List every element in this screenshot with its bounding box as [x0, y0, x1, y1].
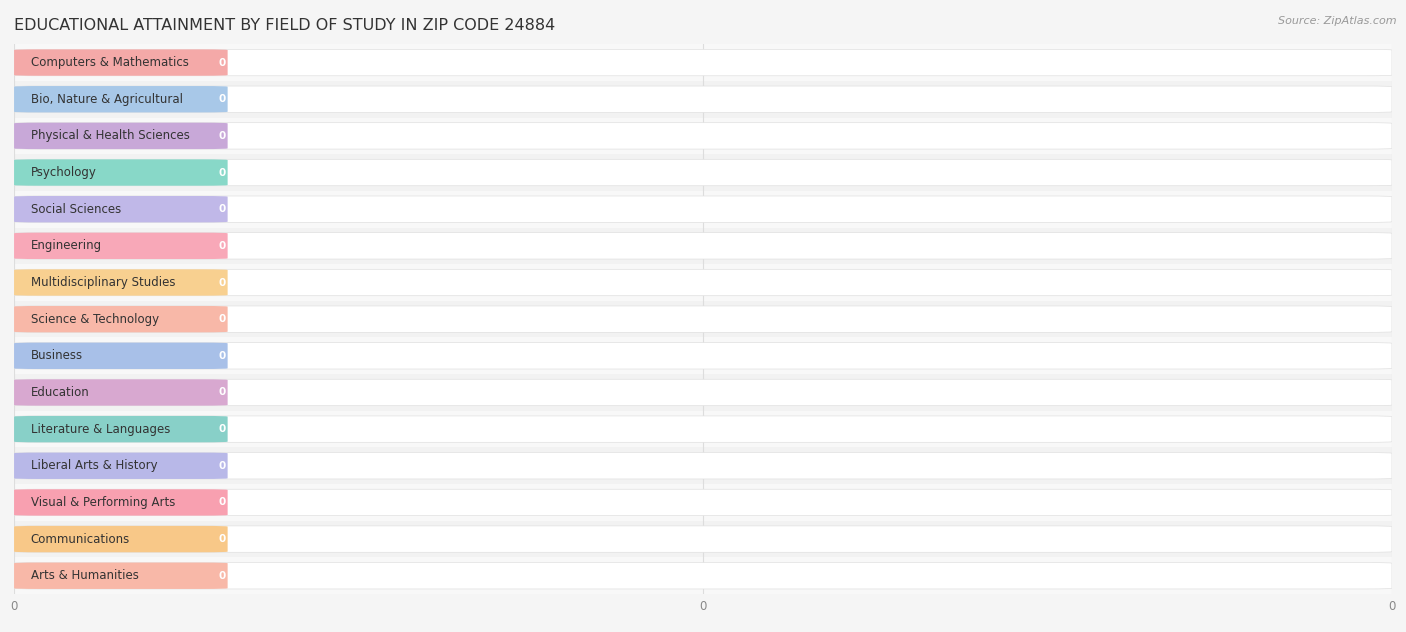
FancyBboxPatch shape [14, 416, 1392, 442]
Text: Arts & Humanities: Arts & Humanities [31, 569, 138, 582]
Text: 0: 0 [218, 277, 226, 288]
Text: 0: 0 [218, 461, 226, 471]
Text: 0: 0 [218, 497, 226, 507]
Text: 0: 0 [218, 314, 226, 324]
Bar [14, 81, 1392, 118]
FancyBboxPatch shape [14, 526, 1392, 552]
Bar [14, 484, 1392, 521]
FancyBboxPatch shape [14, 123, 1392, 149]
Text: 0: 0 [218, 94, 226, 104]
Text: EDUCATIONAL ATTAINMENT BY FIELD OF STUDY IN ZIP CODE 24884: EDUCATIONAL ATTAINMENT BY FIELD OF STUDY… [14, 18, 555, 33]
FancyBboxPatch shape [14, 379, 228, 406]
FancyBboxPatch shape [14, 343, 1392, 369]
Text: 0: 0 [218, 241, 226, 251]
Text: 0: 0 [218, 204, 226, 214]
FancyBboxPatch shape [14, 233, 1392, 259]
FancyBboxPatch shape [14, 159, 1392, 186]
FancyBboxPatch shape [14, 306, 1392, 332]
Bar [14, 337, 1392, 374]
Bar [14, 447, 1392, 484]
FancyBboxPatch shape [14, 86, 228, 112]
Text: 0: 0 [218, 351, 226, 361]
Text: 0: 0 [218, 167, 226, 178]
FancyBboxPatch shape [14, 306, 228, 332]
Text: 0: 0 [218, 571, 226, 581]
FancyBboxPatch shape [14, 269, 1392, 296]
Bar [14, 44, 1392, 81]
Text: Visual & Performing Arts: Visual & Performing Arts [31, 496, 174, 509]
FancyBboxPatch shape [14, 233, 228, 259]
Bar [14, 301, 1392, 337]
FancyBboxPatch shape [14, 49, 228, 76]
FancyBboxPatch shape [14, 489, 228, 516]
Bar [14, 374, 1392, 411]
FancyBboxPatch shape [14, 159, 228, 186]
Text: Education: Education [31, 386, 90, 399]
FancyBboxPatch shape [14, 416, 228, 442]
Text: Physical & Health Sciences: Physical & Health Sciences [31, 130, 190, 142]
Bar [14, 411, 1392, 447]
Text: Liberal Arts & History: Liberal Arts & History [31, 459, 157, 472]
Text: 0: 0 [218, 131, 226, 141]
FancyBboxPatch shape [14, 562, 228, 589]
Text: Bio, Nature & Agricultural: Bio, Nature & Agricultural [31, 93, 183, 106]
FancyBboxPatch shape [14, 269, 228, 296]
Text: Engineering: Engineering [31, 240, 101, 252]
Text: Science & Technology: Science & Technology [31, 313, 159, 325]
Bar [14, 521, 1392, 557]
FancyBboxPatch shape [14, 123, 228, 149]
Text: Psychology: Psychology [31, 166, 97, 179]
Text: 0: 0 [218, 424, 226, 434]
Text: 0: 0 [218, 534, 226, 544]
Bar [14, 228, 1392, 264]
FancyBboxPatch shape [14, 343, 228, 369]
FancyBboxPatch shape [14, 379, 1392, 406]
Bar [14, 118, 1392, 154]
FancyBboxPatch shape [14, 526, 228, 552]
FancyBboxPatch shape [14, 562, 1392, 589]
Text: Business: Business [31, 349, 83, 362]
Text: Literature & Languages: Literature & Languages [31, 423, 170, 435]
FancyBboxPatch shape [14, 489, 1392, 516]
FancyBboxPatch shape [14, 86, 1392, 112]
Text: Communications: Communications [31, 533, 129, 545]
Text: Multidisciplinary Studies: Multidisciplinary Studies [31, 276, 176, 289]
Text: Social Sciences: Social Sciences [31, 203, 121, 216]
Text: Computers & Mathematics: Computers & Mathematics [31, 56, 188, 69]
Text: 0: 0 [218, 387, 226, 398]
Bar [14, 191, 1392, 228]
FancyBboxPatch shape [14, 453, 228, 479]
FancyBboxPatch shape [14, 196, 228, 222]
FancyBboxPatch shape [14, 453, 1392, 479]
FancyBboxPatch shape [14, 196, 1392, 222]
Bar [14, 557, 1392, 594]
Text: 0: 0 [218, 58, 226, 68]
Bar [14, 154, 1392, 191]
Text: Source: ZipAtlas.com: Source: ZipAtlas.com [1278, 16, 1396, 26]
Bar [14, 264, 1392, 301]
FancyBboxPatch shape [14, 49, 1392, 76]
